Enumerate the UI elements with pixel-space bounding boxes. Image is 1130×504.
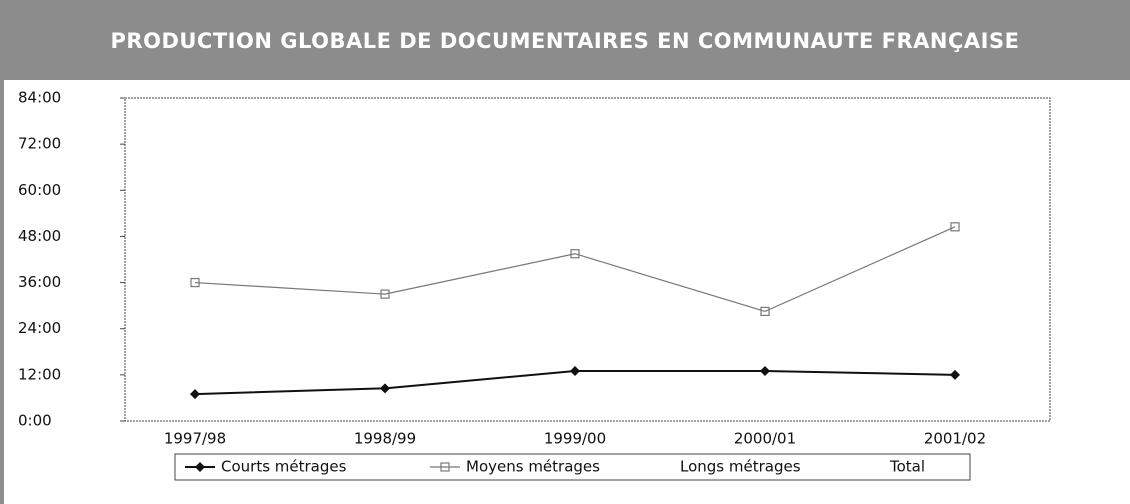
series-line — [194, 226, 956, 313]
data-point — [190, 389, 200, 400]
legend-label: Courts métrages — [221, 458, 347, 476]
legend-marker — [440, 462, 450, 472]
x-tick-label: 1998/99 — [354, 430, 416, 448]
data-point — [760, 366, 770, 377]
y-tick-label: 84:00 — [18, 89, 61, 107]
title-bar — [0, 0, 1130, 80]
chart-title: PRODUCTION GLOBALE DE DOCUMENTAIRES EN C… — [111, 29, 1020, 53]
y-tick-label: 60:00 — [18, 181, 61, 199]
legend-label: Total — [889, 458, 925, 476]
y-tick-label: 0:00 — [18, 412, 52, 430]
legend-box — [174, 453, 971, 481]
y-tick-label: 24:00 — [18, 319, 61, 337]
y-tick-label: 48:00 — [18, 227, 61, 245]
y-tick-label: 36:00 — [18, 273, 61, 291]
data-point — [190, 277, 200, 288]
data-point — [380, 289, 390, 299]
legend-label: Moyens métrages — [466, 458, 600, 476]
left-border — [0, 80, 4, 504]
data-point — [760, 306, 770, 317]
legend-marker — [195, 462, 205, 472]
data-point — [950, 222, 960, 232]
plot-frame — [124, 97, 1051, 422]
y-tick-label: 72:00 — [18, 135, 61, 153]
x-tick-label: 1997/98 — [164, 430, 226, 448]
x-tick-label: 2001/02 — [924, 430, 986, 448]
x-tick-label: 2000/01 — [734, 430, 796, 448]
x-tick-label: 1999/00 — [544, 430, 606, 448]
data-point — [380, 383, 390, 394]
legend-label: Longs métrages — [680, 458, 801, 476]
y-tick-label: 12:00 — [18, 365, 61, 383]
data-point — [570, 366, 580, 377]
data-point — [570, 249, 580, 259]
data-point — [950, 369, 960, 380]
